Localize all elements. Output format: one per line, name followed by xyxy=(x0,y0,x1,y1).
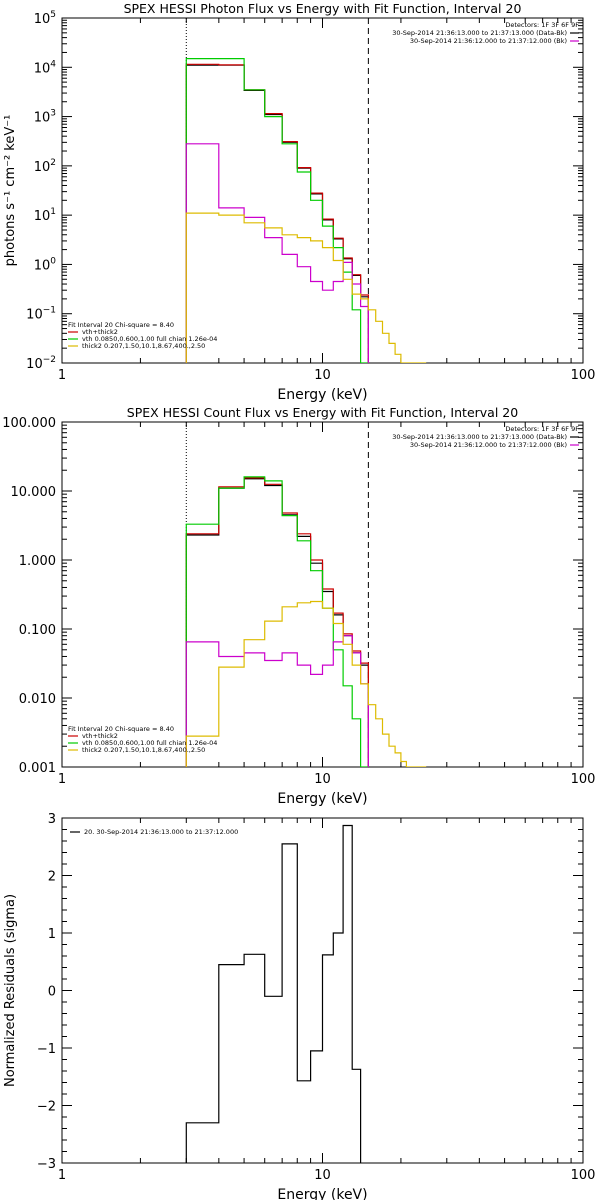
y-tick-base: 10 xyxy=(34,258,51,273)
y-tick-label: 3 xyxy=(48,812,56,827)
y-tick-exponent: −2 xyxy=(43,355,56,365)
x-tick-label: 100 xyxy=(571,368,596,383)
y-tick-label: 104 xyxy=(34,59,57,76)
y-tick-base: 10 xyxy=(34,12,51,27)
legend-entry-label: vth+thick2 xyxy=(82,732,118,740)
legend-entry-label: 30-Sep-2014 21:36:13.000 to 21:37:13.000… xyxy=(392,433,567,441)
x-tick-label: 100 xyxy=(571,772,596,787)
legend-bottom: Fit Interval 20 Chi-square = 8.40vth+thi… xyxy=(68,321,217,350)
y-tick-label: 0.010 xyxy=(19,692,56,707)
y-tick-label: 0.001 xyxy=(19,761,56,776)
series-5-line xyxy=(185,212,427,363)
x-tick-label: 10 xyxy=(314,368,331,383)
panel-1: SPEX HESSI Photon Flux vs Energy with Fi… xyxy=(3,1,595,403)
y-tick-exponent: 4 xyxy=(50,59,56,69)
legend-entry-label: 20. 30-Sep-2014 21:36:13.000 to 21:37:12… xyxy=(84,828,238,836)
legend-entry-label: 30-Sep-2014 21:36:12.000 to 21:37:12.000… xyxy=(410,441,567,449)
legend-entry-label: 30-Sep-2014 21:36:12.000 to 21:37:12.000… xyxy=(410,37,567,45)
x-tick-label: 1 xyxy=(58,1168,66,1183)
legend-top: 20. 30-Sep-2014 21:36:13.000 to 21:37:12… xyxy=(70,828,238,836)
y-tick-label: 1 xyxy=(48,927,56,942)
series-4-line xyxy=(185,143,369,363)
x-tick-label: 10 xyxy=(314,772,331,787)
y-tick-label: 2 xyxy=(48,870,56,885)
x-tick-label: 1 xyxy=(58,368,66,383)
y-axis-label: Normalized Residuals (sigma) xyxy=(3,894,18,1087)
y-tick-label: 10−2 xyxy=(26,355,56,372)
y-tick-base: 10 xyxy=(34,160,51,175)
chart-title: SPEX HESSI Count Flux vs Energy with Fit… xyxy=(127,405,518,420)
legend-entry-label: thick2 0.207,1.50,10.1,8.67,400.,2.50 xyxy=(82,746,205,754)
series-2-line xyxy=(185,477,369,767)
panel-3: 1 10 100 Energy (keV) −3 −2 −1 0 1 2 3 Normalized R… xyxy=(3,812,595,1200)
y-tick-label: 1.000 xyxy=(19,554,56,569)
series-1-line xyxy=(185,64,369,363)
series-3-line xyxy=(185,58,369,363)
legend-entry-label: vth 0.0850,0.600,1.00 full chian 1.26e-0… xyxy=(82,739,217,747)
y-tick-label: 100.000 xyxy=(2,416,56,431)
y-tick-base: 10 xyxy=(34,209,51,224)
plot-area xyxy=(185,58,427,363)
x-axis-label: Energy (keV) xyxy=(277,791,367,807)
y-tick-exponent: 1 xyxy=(50,207,56,217)
y-tick-label: 0.100 xyxy=(19,623,56,638)
y-tick-label: −3 xyxy=(37,1157,56,1172)
y-tick-exponent: 5 xyxy=(50,10,56,20)
y-tick-exponent: −1 xyxy=(43,306,56,316)
y-tick-base: 10 xyxy=(26,308,43,323)
y-tick-label: 105 xyxy=(34,10,56,27)
y-tick-label: 101 xyxy=(34,207,56,224)
y-tick-label: 0 xyxy=(48,985,56,1000)
y-tick-exponent: 3 xyxy=(50,109,56,119)
legend-entry-label: vth+thick2 xyxy=(82,328,118,336)
x-tick-label: 1 xyxy=(58,772,66,787)
y-tick-base: 10 xyxy=(34,61,51,76)
y-tick-label: 103 xyxy=(34,109,56,126)
y-tick-base: 10 xyxy=(34,111,51,126)
legend-heading: Detectors: 1F 3F 6F 9F xyxy=(505,21,579,29)
y-tick-exponent: 2 xyxy=(50,158,56,168)
legend-entry-label: 30-Sep-2014 21:36:13.000 to 21:37:13.000… xyxy=(392,29,567,37)
plot-area xyxy=(185,476,427,767)
plot-area xyxy=(185,824,362,1163)
legend-heading: Fit Interval 20 Chi-square = 8.40 xyxy=(68,321,174,329)
legend-entry-label: vth 0.0850,0.600,1.00 full chian 1.26e-0… xyxy=(82,335,217,343)
plot-frame xyxy=(61,17,584,364)
y-tick-base: 10 xyxy=(26,357,43,372)
y-tick-label: 102 xyxy=(34,158,56,175)
panel-2: SPEX HESSI Count Flux vs Energy with Fit… xyxy=(2,405,595,807)
x-tick-label: 100 xyxy=(571,1168,596,1183)
x-tick-label: 10 xyxy=(314,1168,331,1183)
legend-entry-label: thick2 0.207,1.50,10.1,8.67,400.,2.50 xyxy=(82,342,205,350)
y-tick-exponent: 0 xyxy=(50,256,56,266)
y-tick-label: 10.000 xyxy=(11,485,57,500)
legend-heading: Detectors: 1F 3F 6F 9F xyxy=(505,425,579,433)
series-4-line xyxy=(185,635,369,767)
x-axis-label: Energy (keV) xyxy=(277,1187,367,1200)
legend-heading: Fit Interval 20 Chi-square = 8.40 xyxy=(68,725,174,733)
series-1-line xyxy=(185,824,362,1163)
legend-bottom: Fit Interval 20 Chi-square = 8.40vth+thi… xyxy=(68,725,217,754)
series-3-line xyxy=(185,476,369,767)
y-tick-label: 100 xyxy=(34,256,57,273)
series-5-line xyxy=(185,600,427,767)
y-axis-label: photons s⁻¹ cm⁻² keV⁻¹ xyxy=(3,115,18,267)
y-tick-label: −2 xyxy=(37,1100,56,1115)
chart-title: SPEX HESSI Photon Flux vs Energy with Fi… xyxy=(124,1,522,16)
x-axis-label: Energy (keV) xyxy=(277,387,367,403)
y-tick-label: 10−1 xyxy=(26,306,56,323)
y-tick-label: −1 xyxy=(37,1042,56,1057)
